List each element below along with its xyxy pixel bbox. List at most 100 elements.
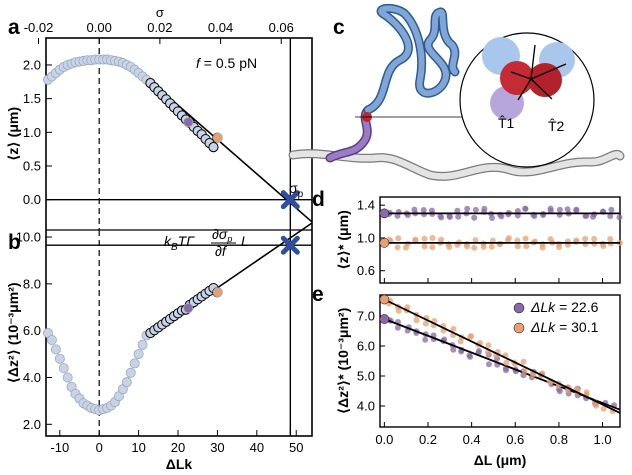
y-tick-label-b: 2.0 [23, 417, 41, 432]
data-point-b [121, 377, 132, 388]
svg-text:∂f: ∂f [215, 243, 228, 259]
x-tick-label-e: 0.4 [463, 432, 481, 447]
top-axis-tick-label: 0.00 [87, 20, 112, 35]
data-point-d [582, 235, 589, 242]
x-tick-label-e: 0.6 [506, 432, 524, 447]
y-tick-label-d: 1.4 [357, 198, 375, 213]
x-tick-label-e: 0.8 [550, 432, 568, 447]
data-point-a [183, 117, 194, 128]
panel-label-c: c [333, 16, 345, 39]
data-point-b [129, 358, 140, 369]
data-point-d [454, 207, 461, 214]
x-axis-label-e: ΔL (μm) [474, 452, 527, 468]
chart-e: 4.0 5.0 6.0 7.0 0.0 0.2 0.4 0.6 0.8 1.0 ΔL (μm) ⟨Δz… [335, 294, 621, 468]
data-point-d [505, 235, 512, 242]
start-point-d [379, 208, 390, 219]
data-point-d [556, 206, 563, 213]
zoom-circle [459, 32, 595, 168]
chart-d: 0.6 1.0 1.4 ⟨z⟩* (μm) [335, 196, 623, 284]
data-point-d [505, 211, 512, 218]
data-point-d [394, 244, 401, 251]
data-point-e [520, 358, 527, 365]
x-axis-label-b: ΔLk [166, 456, 193, 472]
start-point-e [379, 294, 390, 305]
data-point-d [608, 206, 615, 213]
data-point-d [437, 212, 444, 219]
tangent-arrows [510, 44, 567, 101]
y-tick-label-b: 8.0 [23, 276, 41, 291]
chart-d-layer: 0.6 1.0 1.4 ⟨z⟩* (μm) [335, 198, 623, 283]
data-point-d [489, 215, 496, 222]
data-point-d [429, 235, 436, 242]
data-point-e [413, 317, 420, 324]
data-point-e [476, 348, 483, 355]
data-point-e [593, 402, 600, 409]
y-tick-label-d: 0.6 [357, 263, 375, 278]
x-tick-label-b: -10 [50, 440, 69, 455]
y-axis-label-e: ⟨Δz²⟩* (10⁻³μm²) [335, 308, 351, 414]
x-tick-label-b: 20 [171, 440, 185, 455]
top-axis-tick-label: -0.02 [24, 20, 54, 35]
y-axis-label-d: ⟨z⟩* (μm) [335, 210, 351, 269]
chart-e-layer: 4.0 5.0 6.0 7.0 0.0 0.2 0.4 0.6 0.8 1.0 ΔL (μm) ⟨Δz… [335, 294, 621, 468]
data-point-b [62, 372, 73, 383]
molecule-illustration: T̂1 T̂2 [288, 4, 625, 181]
top-axis-tick-label: 0.06 [269, 20, 294, 35]
data-point-d [522, 235, 529, 242]
y-tick-label-e: 6.0 [357, 339, 375, 354]
data-point-d [591, 240, 598, 247]
y-axis-label-a: ⟨z⟩ (μm) [5, 107, 21, 161]
x-tick-label-e: 0.0 [375, 432, 393, 447]
data-point-a [212, 132, 223, 143]
bead-red-right [528, 63, 562, 97]
derivative-annotation: kBTΓ ∂σp ∂f L [164, 226, 249, 259]
data-point-e [422, 336, 429, 343]
tangent-label-1: T̂1 [498, 115, 515, 131]
top-axis-label: σ [156, 5, 164, 20]
data-point-e [502, 367, 509, 374]
data-point-d [471, 244, 478, 251]
data-point-d [472, 206, 479, 213]
y-tick-label-a: 1.0 [23, 125, 41, 140]
x-tick-label-b: 30 [210, 440, 224, 455]
panel-ab: -0.02 0.00 0.02 0.04 0.06 σ 0.0 0.5 1.0 1.5 2.0 ⟨z⟩… [5, 5, 313, 472]
data-point-b [137, 339, 148, 350]
data-point-b [183, 303, 194, 314]
data-point-e [466, 352, 473, 359]
legend-label-e: ΔLk = 22.6 [530, 299, 599, 315]
data-point-d [564, 206, 571, 213]
y-tick-label-a: 2.0 [23, 57, 41, 72]
data-point-e [422, 320, 429, 327]
x-tick-label-b: 10 [131, 440, 145, 455]
x-tick-label-b: 50 [289, 440, 303, 455]
legend-marker-e [513, 322, 525, 334]
data-point-b [46, 335, 57, 346]
start-point-e [379, 314, 390, 324]
y-tick-label-d: 1.0 [357, 230, 375, 245]
data-point-b [54, 353, 65, 364]
y-tick-label-a: 1.5 [23, 91, 41, 106]
svg-text:kBTΓ: kBTΓ [164, 233, 195, 253]
data-point-d [395, 235, 402, 242]
data-point-e [503, 359, 510, 366]
data-point-d [446, 244, 453, 251]
top-axis-tick-label: 0.02 [147, 20, 172, 35]
data-point-d [463, 240, 470, 247]
data-point-d [471, 214, 478, 221]
y-tick-label-e: 4.0 [357, 399, 375, 414]
sigma-p-marker-b [280, 235, 300, 255]
y-tick-label-b: 4.0 [23, 370, 41, 385]
data-point-b [125, 367, 136, 378]
x-tick-label-b: 40 [250, 440, 264, 455]
data-point-d [523, 243, 530, 250]
x-tick-label-b: 0 [96, 440, 103, 455]
data-point-e [450, 325, 457, 332]
tangent-label-2: T̂2 [548, 118, 565, 134]
data-point-d [616, 214, 623, 221]
y-tick-label-a: 0.0 [23, 192, 41, 207]
data-point-e [394, 324, 401, 331]
chart-a-layer: -0.02 0.00 0.02 0.04 0.06 σ 0.0 0.5 1.0 1.5 2.0 ⟨z⟩… [5, 5, 313, 230]
data-point-d [438, 236, 445, 243]
data-point-d [539, 244, 546, 251]
